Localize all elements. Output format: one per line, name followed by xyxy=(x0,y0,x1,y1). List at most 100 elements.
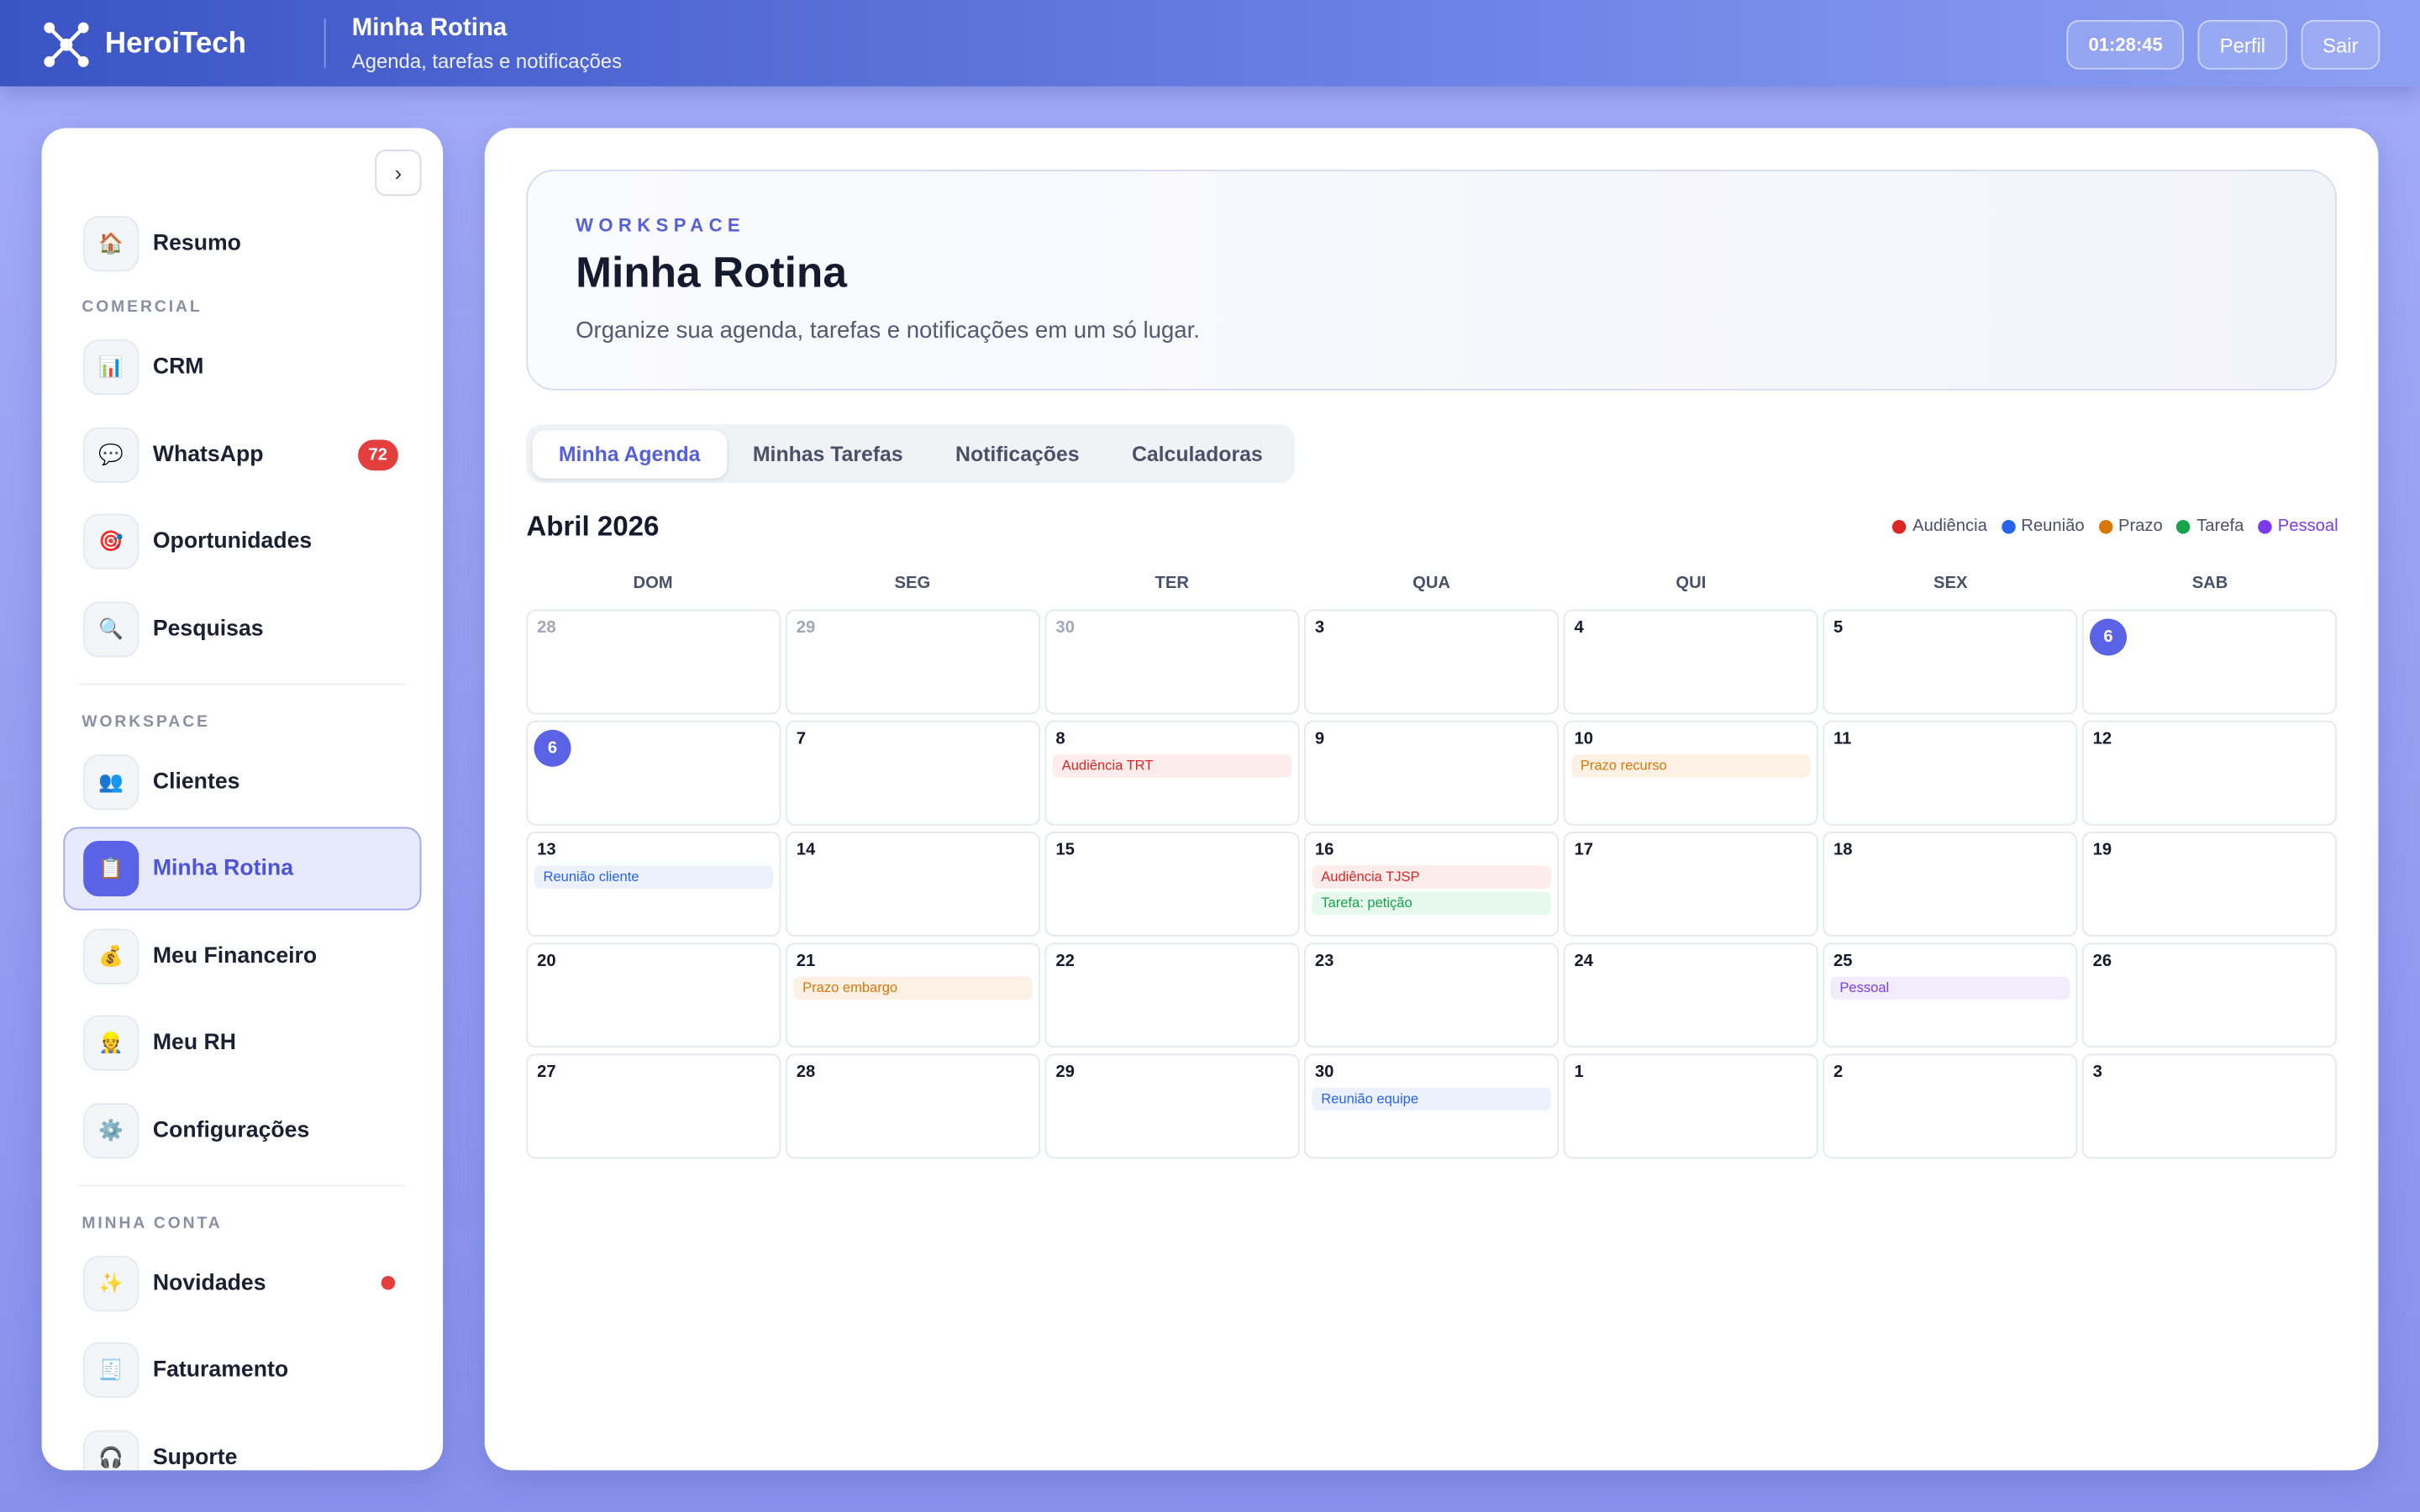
header-button[interactable]: Perfil xyxy=(2197,19,2287,70)
divider xyxy=(78,682,407,685)
menu-item[interactable]: 💬 WhatsApp 72 xyxy=(63,412,421,496)
menu-item[interactable]: ✨ Novidades xyxy=(63,1242,421,1325)
day-cell[interactable]: 14 xyxy=(785,832,1040,937)
day-cell[interactable]: 29 xyxy=(1044,1053,1300,1159)
day-cell[interactable]: 30 xyxy=(1044,609,1300,715)
day-cell[interactable]: 1 xyxy=(1563,1053,1818,1159)
menu-item[interactable]: ⚙️ Configurações xyxy=(63,1089,421,1172)
day-number: 5 xyxy=(1833,618,1844,638)
day-cell[interactable]: 4 xyxy=(1563,609,1818,715)
day-cell[interactable]: 29 xyxy=(785,609,1040,715)
event[interactable]: Audiência TRT xyxy=(1052,754,1292,778)
main-panel: WORKSPACE Minha Rotina Organize sua agen… xyxy=(484,128,2379,1471)
header-title: Minha Rotina xyxy=(351,15,508,42)
day-cell[interactable]: 11 xyxy=(1823,720,2078,826)
day-cell[interactable]: 6 xyxy=(2081,609,2337,715)
day-cell[interactable]: 21 Prazo embargo xyxy=(785,942,1040,1048)
tab[interactable]: Notificações xyxy=(955,442,1080,465)
tab[interactable]: Minha Agenda xyxy=(532,429,727,478)
event[interactable]: Pessoal xyxy=(1830,976,2070,1000)
menu-label: Resumo xyxy=(152,231,241,256)
event[interactable]: Reunião cliente xyxy=(534,865,774,889)
day-cell[interactable]: 19 xyxy=(2081,832,2337,937)
day-cell[interactable]: 7 xyxy=(785,720,1040,826)
day-cell[interactable]: 18 xyxy=(1823,832,2078,937)
day-number: 28 xyxy=(537,618,556,638)
day-cell[interactable]: 12 xyxy=(2081,720,2337,826)
menu-label: Meu Financeiro xyxy=(152,943,318,969)
day-cell[interactable]: 8 Audiência TRT xyxy=(1044,720,1300,826)
menu-icon: 📊 xyxy=(83,339,139,396)
legend-label: Reunião xyxy=(2021,517,2085,536)
day-cell[interactable]: 13 Reunião cliente xyxy=(526,832,781,937)
event[interactable]: Tarefa: petição xyxy=(1312,891,1551,916)
day-cell[interactable]: 23 xyxy=(1304,942,1560,1048)
day-cell[interactable]: 9 xyxy=(1304,720,1560,826)
menu-label: Minha Rotina xyxy=(152,856,294,881)
day-number: 13 xyxy=(537,841,556,860)
tabs: Minha Agenda Minhas Tarefas Notificações Ca… xyxy=(526,424,1296,483)
day-cell[interactable]: 27 xyxy=(526,1053,781,1159)
menu-label: Novidades xyxy=(152,1270,266,1295)
legend-item: Pessoal xyxy=(2257,517,2338,535)
menu-item[interactable]: 🔍 Pesquisas xyxy=(63,587,421,670)
menu-label: Oportunidades xyxy=(152,529,313,554)
day-number: 28 xyxy=(796,1063,816,1082)
menu-item[interactable]: 🏠 Resumo xyxy=(63,202,421,286)
workspace-title: Minha Rotina xyxy=(576,248,847,297)
menu-icon: 🧾 xyxy=(83,1341,139,1399)
day-number: 16 xyxy=(1314,841,1334,860)
day-cell[interactable]: 3 xyxy=(2081,1053,2337,1159)
day-cell[interactable]: 3 xyxy=(1304,609,1560,715)
menu-item[interactable]: 📋 Minha Rotina xyxy=(63,827,422,911)
eyebrow: WORKSPACE xyxy=(576,214,746,237)
day-number: 11 xyxy=(1833,729,1852,748)
section-title: MINHA CONTA xyxy=(82,1213,223,1232)
top-bar: HeroiTech Minha Rotina Agenda, tarefas e… xyxy=(0,0,2420,87)
menu-item[interactable]: 🧾 Faturamento xyxy=(63,1328,421,1411)
day-cell[interactable]: 28 xyxy=(526,609,781,715)
tab[interactable]: Calculadoras xyxy=(1131,442,1263,465)
day-number: 29 xyxy=(796,618,816,638)
day-cell[interactable]: 6 xyxy=(526,720,781,826)
day-cell[interactable]: 15 xyxy=(1044,832,1300,937)
menu-item[interactable]: 📊 CRM xyxy=(63,326,421,409)
menu-item[interactable]: 👷 Meu RH xyxy=(63,1001,421,1084)
day-cell[interactable]: 24 xyxy=(1563,942,1818,1048)
menu-item[interactable]: 💰 Meu Financeiro xyxy=(63,914,421,997)
event[interactable]: Prazo embargo xyxy=(793,976,1033,1000)
brand[interactable]: HeroiTech xyxy=(40,18,246,71)
day-number: 7 xyxy=(796,729,807,748)
event[interactable]: Prazo recurso xyxy=(1570,754,1811,778)
event[interactable]: Audiência TJSP xyxy=(1312,865,1551,889)
day-cell[interactable]: 28 xyxy=(785,1053,1040,1159)
day-number: 18 xyxy=(1833,841,1853,860)
day-cell[interactable]: 25 Pessoal xyxy=(1823,942,2078,1048)
tab[interactable]: Minhas Tarefas xyxy=(752,442,903,465)
sidebar-toggle[interactable]: › xyxy=(375,150,422,197)
day-cell[interactable]: 10 Prazo recurso xyxy=(1563,720,1818,826)
event[interactable]: Reunião equipe xyxy=(1312,1087,1551,1111)
day-number: 2 xyxy=(1833,1063,1844,1082)
day-number: 4 xyxy=(1574,618,1584,638)
day-cell[interactable]: 22 xyxy=(1044,942,1300,1048)
header-button[interactable]: Sair xyxy=(2301,19,2381,70)
menu-item[interactable]: 🎯 Oportunidades xyxy=(63,500,421,583)
day-number: 15 xyxy=(1055,841,1075,860)
day-cell[interactable]: 30 Reunião equipe xyxy=(1304,1053,1560,1159)
menu-item[interactable]: 👥 Clientes xyxy=(63,740,421,823)
menu-label: Pesquisas xyxy=(152,616,264,642)
day-cell[interactable]: 20 xyxy=(526,942,781,1048)
day-cell[interactable]: 17 xyxy=(1563,832,1818,937)
menu-label: Configurações xyxy=(152,1117,310,1143)
menu-label: Meu RH xyxy=(152,1030,236,1056)
legend-dot xyxy=(2001,519,2015,533)
menu-item[interactable]: 🎧 Suporte xyxy=(63,1415,421,1471)
day-cell[interactable]: 16 Audiência TJSP Tarefa: petição xyxy=(1304,832,1560,937)
day-cell[interactable]: 2 xyxy=(1823,1053,2078,1159)
day-cell[interactable]: 26 xyxy=(2081,942,2337,1048)
day-number: 29 xyxy=(1055,1063,1075,1082)
day-cell[interactable]: 5 xyxy=(1823,609,2078,715)
menu-icon: 🔍 xyxy=(83,601,139,657)
